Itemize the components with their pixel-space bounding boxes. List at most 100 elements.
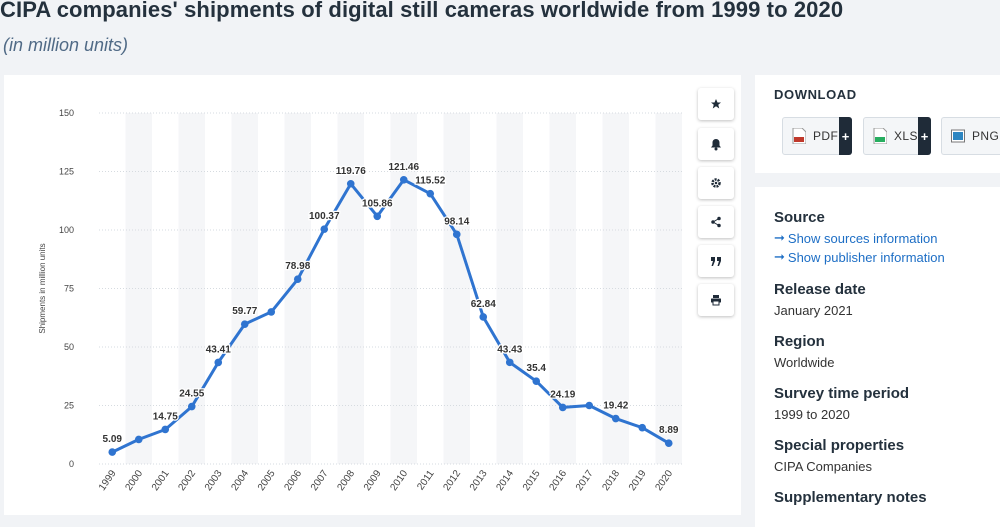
- data-point: [240, 320, 249, 328]
- data-label: 105.86: [362, 198, 393, 209]
- y-tick-label: 75: [64, 284, 74, 294]
- data-label: 59.77: [232, 306, 257, 317]
- region-value: Worldwide: [774, 355, 835, 370]
- data-label: 43.41: [206, 344, 231, 355]
- favorite-button[interactable]: [698, 88, 734, 120]
- y-tick-label: 25: [64, 401, 74, 411]
- data-label: 5.09: [103, 434, 123, 445]
- data-point: [479, 313, 488, 321]
- x-tick-label: 2009: [362, 468, 384, 493]
- share-icon: [710, 216, 722, 228]
- y-tick-label: 0: [69, 459, 74, 469]
- png-file-icon: [951, 129, 965, 143]
- data-point: [214, 358, 223, 367]
- survey-section: Survey time period 1999 to 2020: [774, 385, 909, 422]
- column-band: [337, 113, 364, 464]
- bell-icon: [710, 138, 722, 151]
- data-point: [505, 358, 514, 367]
- special-section: Special properties CIPA Companies: [774, 437, 904, 474]
- share-button[interactable]: [698, 206, 734, 238]
- y-tick-label: 150: [59, 108, 74, 118]
- data-label: 24.55: [179, 389, 204, 400]
- y-axis-title: Shipments in million units: [38, 243, 47, 333]
- gear-icon: [710, 177, 722, 189]
- download-panel: DOWNLOAD PDF + XLS + PNG: [755, 75, 1000, 173]
- x-tick-label: 2001: [150, 468, 172, 493]
- quote-icon: [710, 256, 722, 267]
- x-tick-label: 2003: [203, 468, 225, 493]
- x-tick-label: 2013: [468, 468, 490, 493]
- data-label: 78.98: [285, 261, 310, 272]
- data-label: 43.43: [497, 344, 522, 355]
- pdf-file-icon: [792, 128, 806, 144]
- column-band: [496, 113, 523, 464]
- show-sources-text: Show sources information: [787, 230, 938, 246]
- notification-button[interactable]: [698, 128, 734, 160]
- x-tick-label: 1999: [97, 468, 119, 493]
- data-label: 35.4: [527, 363, 547, 374]
- data-point: [346, 179, 355, 188]
- x-tick-label: 2000: [123, 468, 145, 493]
- show-publisher-text: Show publisher information: [787, 249, 945, 265]
- x-tick-label: 2010: [388, 468, 410, 493]
- download-pdf-button[interactable]: PDF +: [782, 117, 852, 155]
- download-xls-button[interactable]: XLS +: [863, 117, 931, 155]
- y-tick-label: 50: [64, 342, 74, 352]
- star-icon: [710, 98, 722, 110]
- data-point: [161, 425, 170, 434]
- x-tick-label: 2012: [441, 468, 463, 493]
- source-section: Source ➞ Show sources information ➞ Show…: [774, 209, 945, 265]
- data-label: 119.76: [336, 166, 366, 177]
- download-title: DOWNLOAD: [774, 87, 857, 102]
- data-point: [267, 308, 276, 316]
- data-point: [399, 175, 408, 184]
- data-point: [532, 377, 541, 385]
- download-png-button[interactable]: PNG: [941, 117, 1000, 155]
- data-point: [558, 403, 567, 412]
- data-point: [452, 230, 461, 239]
- cite-button[interactable]: [698, 245, 734, 277]
- x-tick-label: 2017: [574, 468, 596, 493]
- supplementary-section: Supplementary notes: [774, 489, 927, 506]
- x-tick-label: 2015: [521, 468, 543, 493]
- data-label: 24.19: [550, 389, 575, 400]
- column-band: [231, 113, 258, 464]
- x-tick-label: 2008: [335, 468, 357, 493]
- data-point: [373, 212, 382, 221]
- survey-value: 1999 to 2020: [774, 407, 850, 422]
- x-tick-label: 2014: [494, 468, 516, 493]
- x-tick-label: 2005: [256, 468, 278, 493]
- x-tick-label: 2007: [309, 468, 331, 493]
- x-tick-label: 2016: [547, 468, 569, 493]
- x-tick-label: 2019: [627, 468, 649, 493]
- data-label: 62.84: [471, 299, 496, 310]
- data-point: [611, 414, 620, 423]
- data-point: [320, 225, 329, 233]
- data-point: [134, 435, 143, 444]
- release-section: Release date January 2021: [774, 281, 866, 318]
- release-value: January 2021: [774, 303, 853, 318]
- x-tick-label: 2002: [176, 468, 198, 493]
- x-tick-label: 2004: [229, 468, 251, 493]
- print-button[interactable]: [698, 284, 734, 316]
- arrow-right-icon: ➞: [774, 249, 785, 264]
- info-panel: Source ➞ Show sources information ➞ Show…: [755, 187, 1000, 527]
- show-sources-link[interactable]: ➞ Show sources information: [774, 230, 945, 246]
- print-icon: [710, 294, 722, 306]
- x-tick-label: 2020: [653, 468, 675, 493]
- data-label: 14.75: [153, 411, 178, 422]
- xls-file-icon: [873, 128, 887, 144]
- settings-button[interactable]: [698, 167, 734, 199]
- data-label: 8.89: [659, 425, 679, 436]
- release-label: Release date: [774, 281, 866, 298]
- series-line: [111, 178, 670, 454]
- data-point: [426, 189, 435, 198]
- data-label: 100.37: [309, 211, 340, 222]
- show-publisher-link[interactable]: ➞ Show publisher information: [774, 249, 945, 265]
- png-label: PNG: [972, 129, 1000, 143]
- data-point: [664, 439, 673, 447]
- data-point: [293, 275, 302, 283]
- chart-card: 0 25 50 75 100 125 150 Shipments in million uni…: [4, 75, 741, 515]
- page-subtitle: (in million units): [3, 35, 129, 55]
- xls-plus: +: [918, 117, 931, 155]
